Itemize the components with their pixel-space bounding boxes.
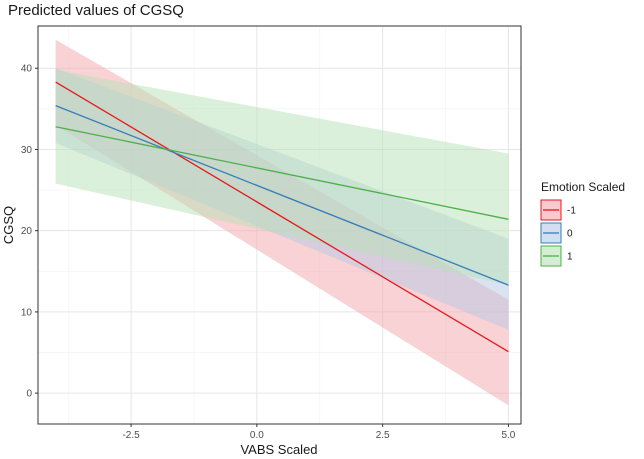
y-tick-label: 0 <box>26 389 32 400</box>
legend-item--1: -1 <box>540 199 576 221</box>
legend-title: Emotion Scaled <box>541 180 625 194</box>
legend-item-0: 0 <box>540 222 573 244</box>
plot-area <box>37 25 522 425</box>
legend: Emotion Scaled -1 0 1 <box>540 180 625 267</box>
x-tick-label: 0.0 <box>250 430 264 441</box>
x-axis: -2.5 0.0 2.5 5.0 <box>122 424 516 441</box>
y-tick-label: 10 <box>21 307 33 318</box>
ribbon-1 <box>55 69 509 286</box>
series-line-1 <box>55 126 509 220</box>
plot-border <box>37 25 522 425</box>
series-line--1 <box>55 81 509 353</box>
x-tick-label: -2.5 <box>122 430 140 441</box>
x-tick-label: 2.5 <box>376 430 390 441</box>
y-tick-label: 20 <box>21 226 33 237</box>
y-axis-title: CGSQ <box>1 206 16 244</box>
legend-item-1: 1 <box>540 245 573 267</box>
x-tick-label: 5.0 <box>501 430 515 441</box>
x-axis-title: VABS Scaled <box>240 442 317 457</box>
y-axis: 0 10 20 30 40 <box>21 64 38 400</box>
legend-label-1: 1 <box>567 252 573 263</box>
legend-label-0: 0 <box>567 229 573 240</box>
series-line-0 <box>55 104 509 286</box>
y-tick-label: 40 <box>21 64 33 75</box>
series-lines <box>55 81 509 353</box>
chart-title: Predicted values of CGSQ <box>8 2 184 19</box>
confidence-ribbons <box>55 39 509 406</box>
y-tick-label: 30 <box>21 145 33 156</box>
legend-label--1: -1 <box>567 206 576 217</box>
